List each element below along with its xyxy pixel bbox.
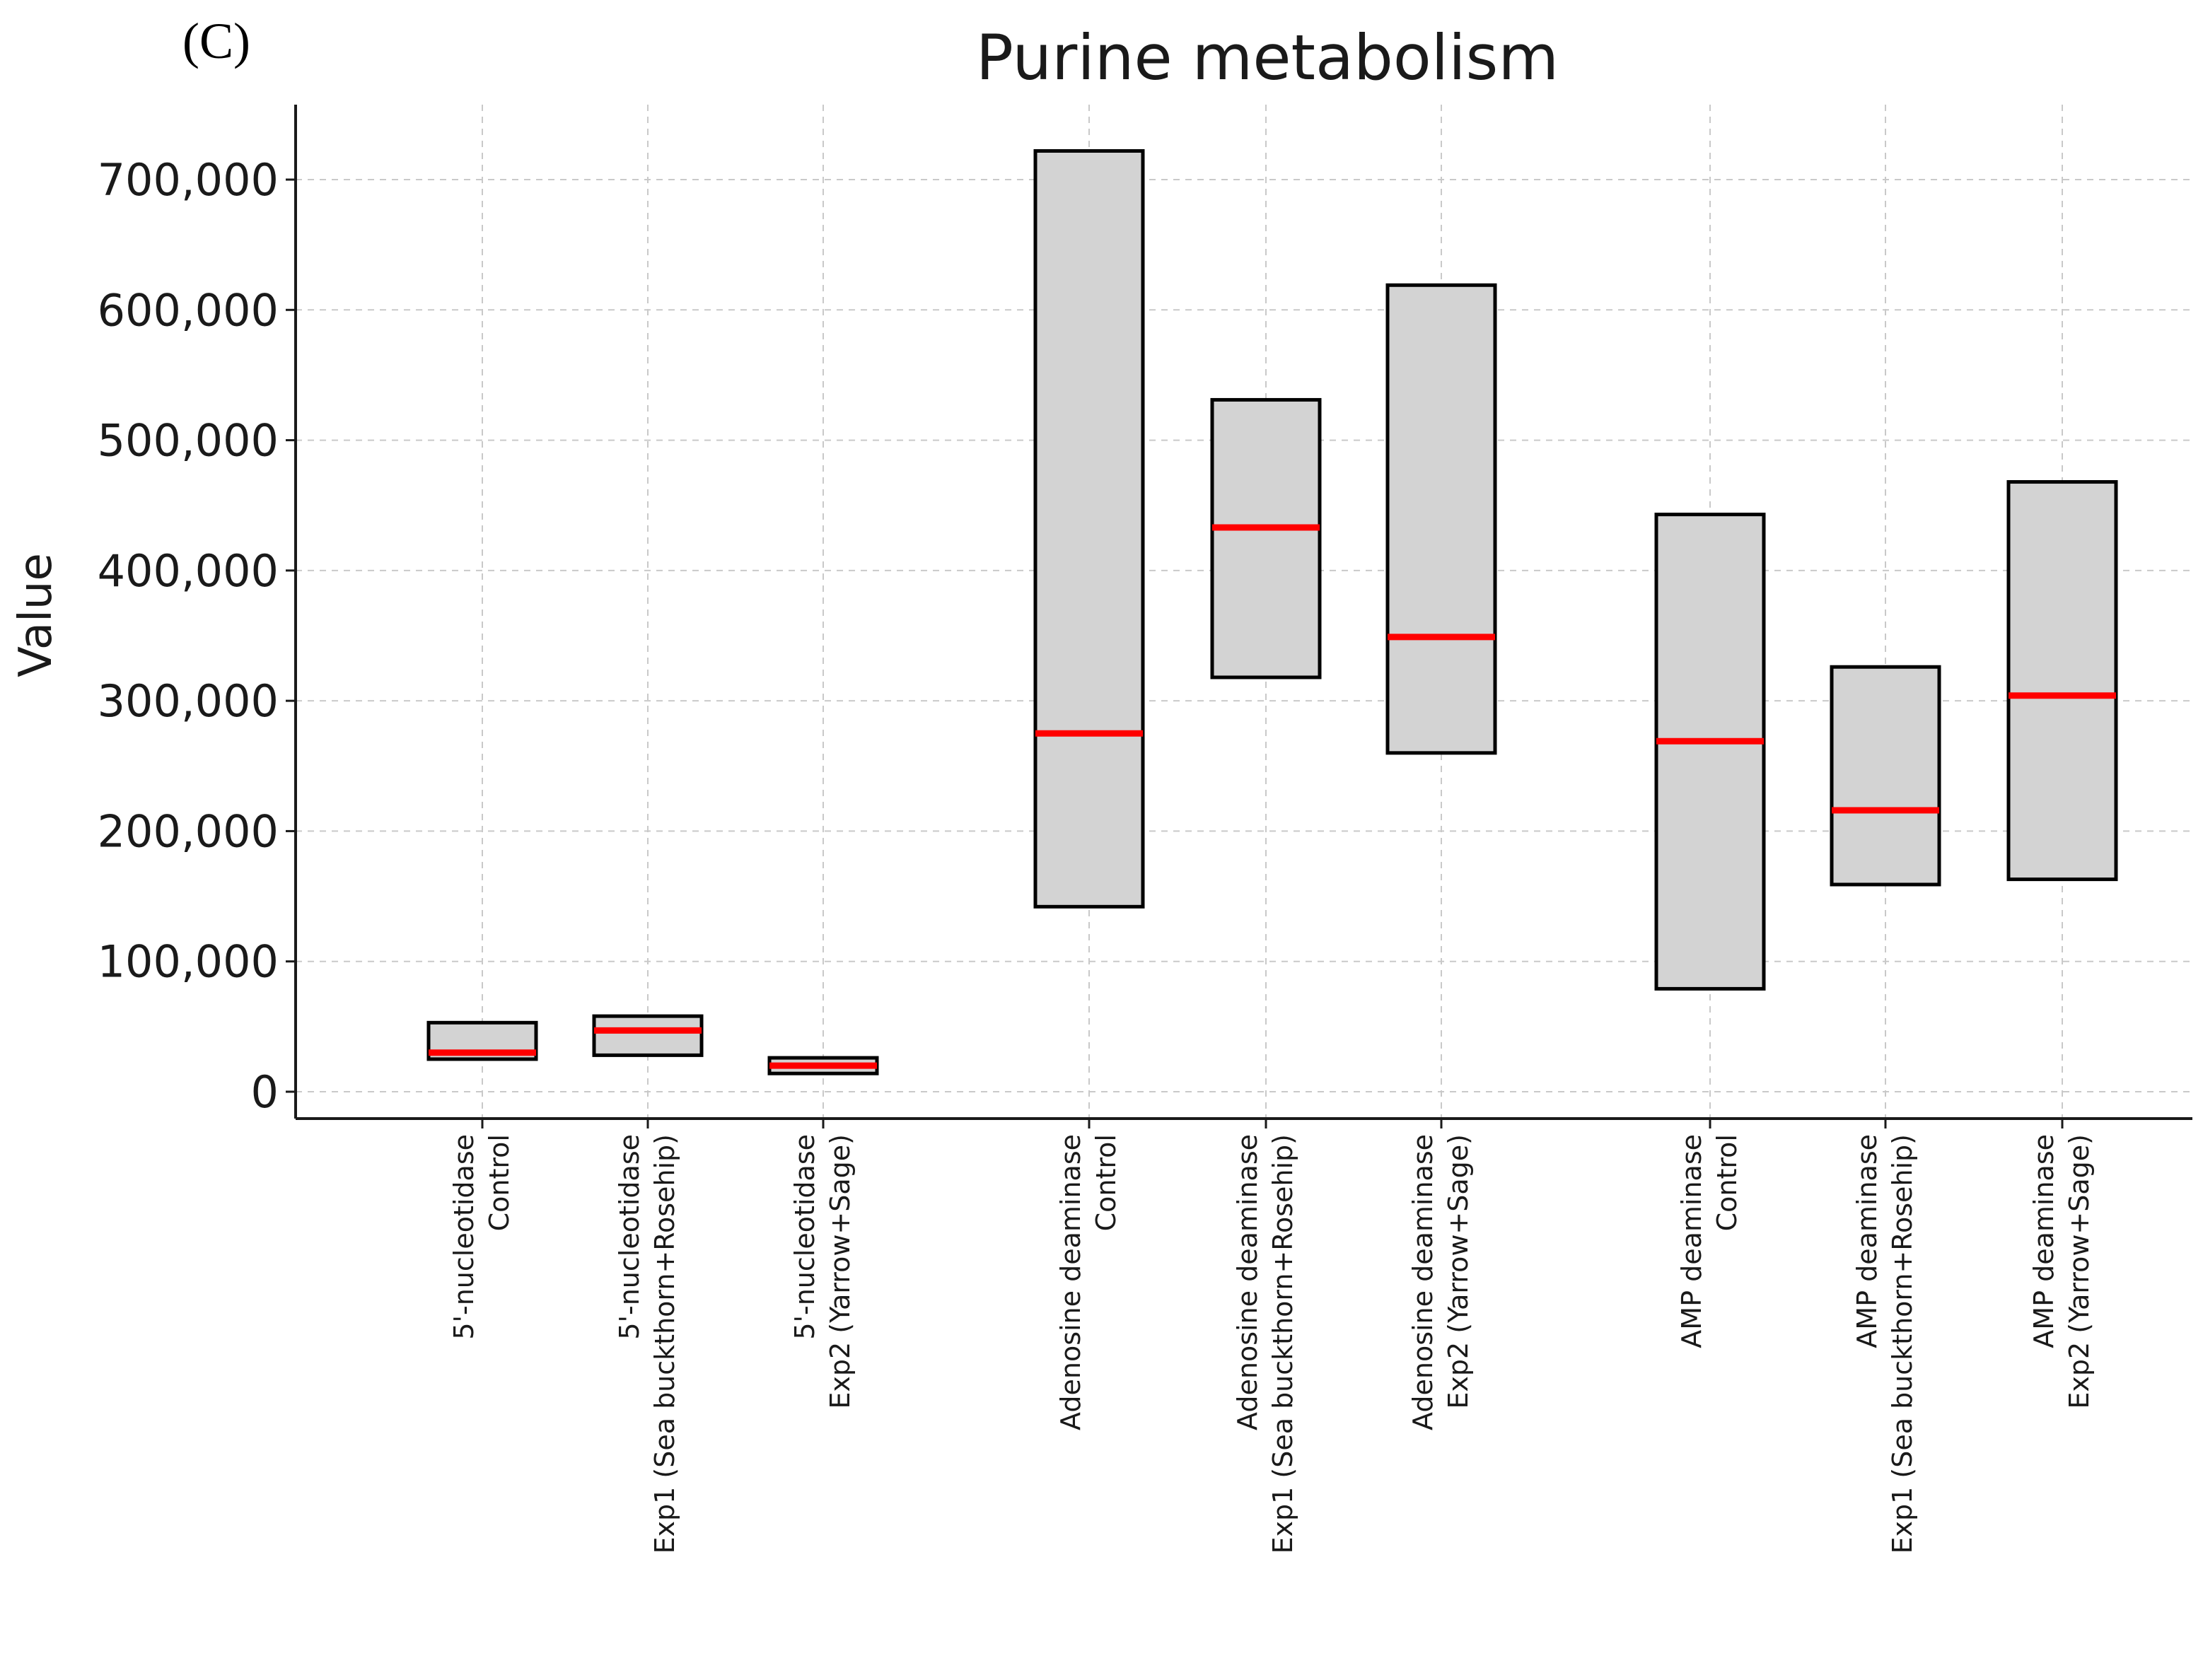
x-tick-condition: Exp1 (Sea buckthorn+Rosehip): [1887, 1134, 1918, 1554]
x-tick-condition: Exp1 (Sea buckthorn+Rosehip): [1267, 1134, 1298, 1554]
x-tick-enzyme: Adenosine deaminase: [1055, 1134, 1086, 1430]
x-tick-enzyme: 5'-nucleotidase: [614, 1134, 645, 1340]
y-tick-label: 500,000: [98, 415, 279, 467]
y-tick-label: 700,000: [98, 154, 279, 206]
panel-label: (C): [182, 13, 250, 69]
box: [1654, 513, 1766, 991]
x-tick-condition: Exp2 (Yarrow+Sage): [2064, 1134, 2095, 1409]
box: [592, 1014, 704, 1057]
x-tick-label: Adenosine deaminase Exp1 (Sea buckthorn+R…: [1232, 1134, 1298, 1554]
x-tick-condition: Exp2 (Yarrow+Sage): [825, 1134, 856, 1409]
box: [1210, 397, 1322, 679]
box: [1033, 148, 1145, 909]
x-tick-label: 5'-nucleotidase Control: [448, 1134, 515, 1340]
box: [2006, 480, 2118, 882]
y-ticks: 0 100,000 200,000 300,000 400,000 500,000 600,…: [98, 154, 296, 1118]
y-tick-label: 300,000: [98, 675, 279, 727]
x-ticks: 5'-nucleotidase Control 5'-nucleotidase Exp…: [448, 1119, 2095, 1554]
x-tick-label: AMP deaminase Control: [1676, 1134, 1743, 1348]
x-tick-enzyme: 5'-nucleotidase: [448, 1134, 479, 1340]
y-tick-label: 600,000: [98, 284, 279, 336]
chart-title: Purine metabolism: [976, 21, 1559, 94]
x-tick-condition: Exp2 (Yarrow+Sage): [1443, 1134, 1474, 1409]
x-tick-enzyme: AMP deaminase: [1852, 1134, 1883, 1348]
x-tick-label: Adenosine deaminase Control: [1055, 1134, 1122, 1430]
box: [1830, 665, 1941, 887]
x-tick-label: Adenosine deaminase Exp2 (Yarrow+Sage): [1407, 1134, 1474, 1430]
y-tick-label: 0: [251, 1066, 279, 1118]
x-tick-condition: Control: [1711, 1134, 1743, 1231]
y-tick-label: 100,000: [98, 936, 279, 988]
x-tick-condition: Exp1 (Sea buckthorn+Rosehip): [649, 1134, 680, 1554]
x-tick-label: 5'-nucleotidase Exp1 (Sea buckthorn+Roseh…: [614, 1134, 680, 1554]
x-tick-label: 5'-nucleotidase Exp2 (Yarrow+Sage): [789, 1134, 856, 1409]
box: [1385, 283, 1497, 755]
x-tick-label: AMP deaminase Exp1 (Sea buckthorn+Rosehip…: [1852, 1134, 1918, 1554]
x-tick-condition: Control: [1091, 1134, 1122, 1231]
x-tick-enzyme: 5'-nucleotidase: [789, 1134, 820, 1340]
boxes: [426, 148, 2118, 1075]
x-tick-enzyme: AMP deaminase: [2028, 1134, 2059, 1348]
axes: [294, 105, 2192, 1120]
y-tick-label: 400,000: [98, 545, 279, 597]
y-tick-label: 200,000: [98, 805, 279, 857]
x-tick-label: AMP deaminase Exp2 (Yarrow+Sage): [2028, 1134, 2095, 1409]
x-tick-enzyme: Adenosine deaminase: [1232, 1134, 1263, 1430]
x-tick-enzyme: AMP deaminase: [1676, 1134, 1707, 1348]
y-axis-label: Value: [10, 553, 62, 677]
x-tick-condition: Control: [484, 1134, 515, 1231]
x-tick-enzyme: Adenosine deaminase: [1407, 1134, 1438, 1430]
